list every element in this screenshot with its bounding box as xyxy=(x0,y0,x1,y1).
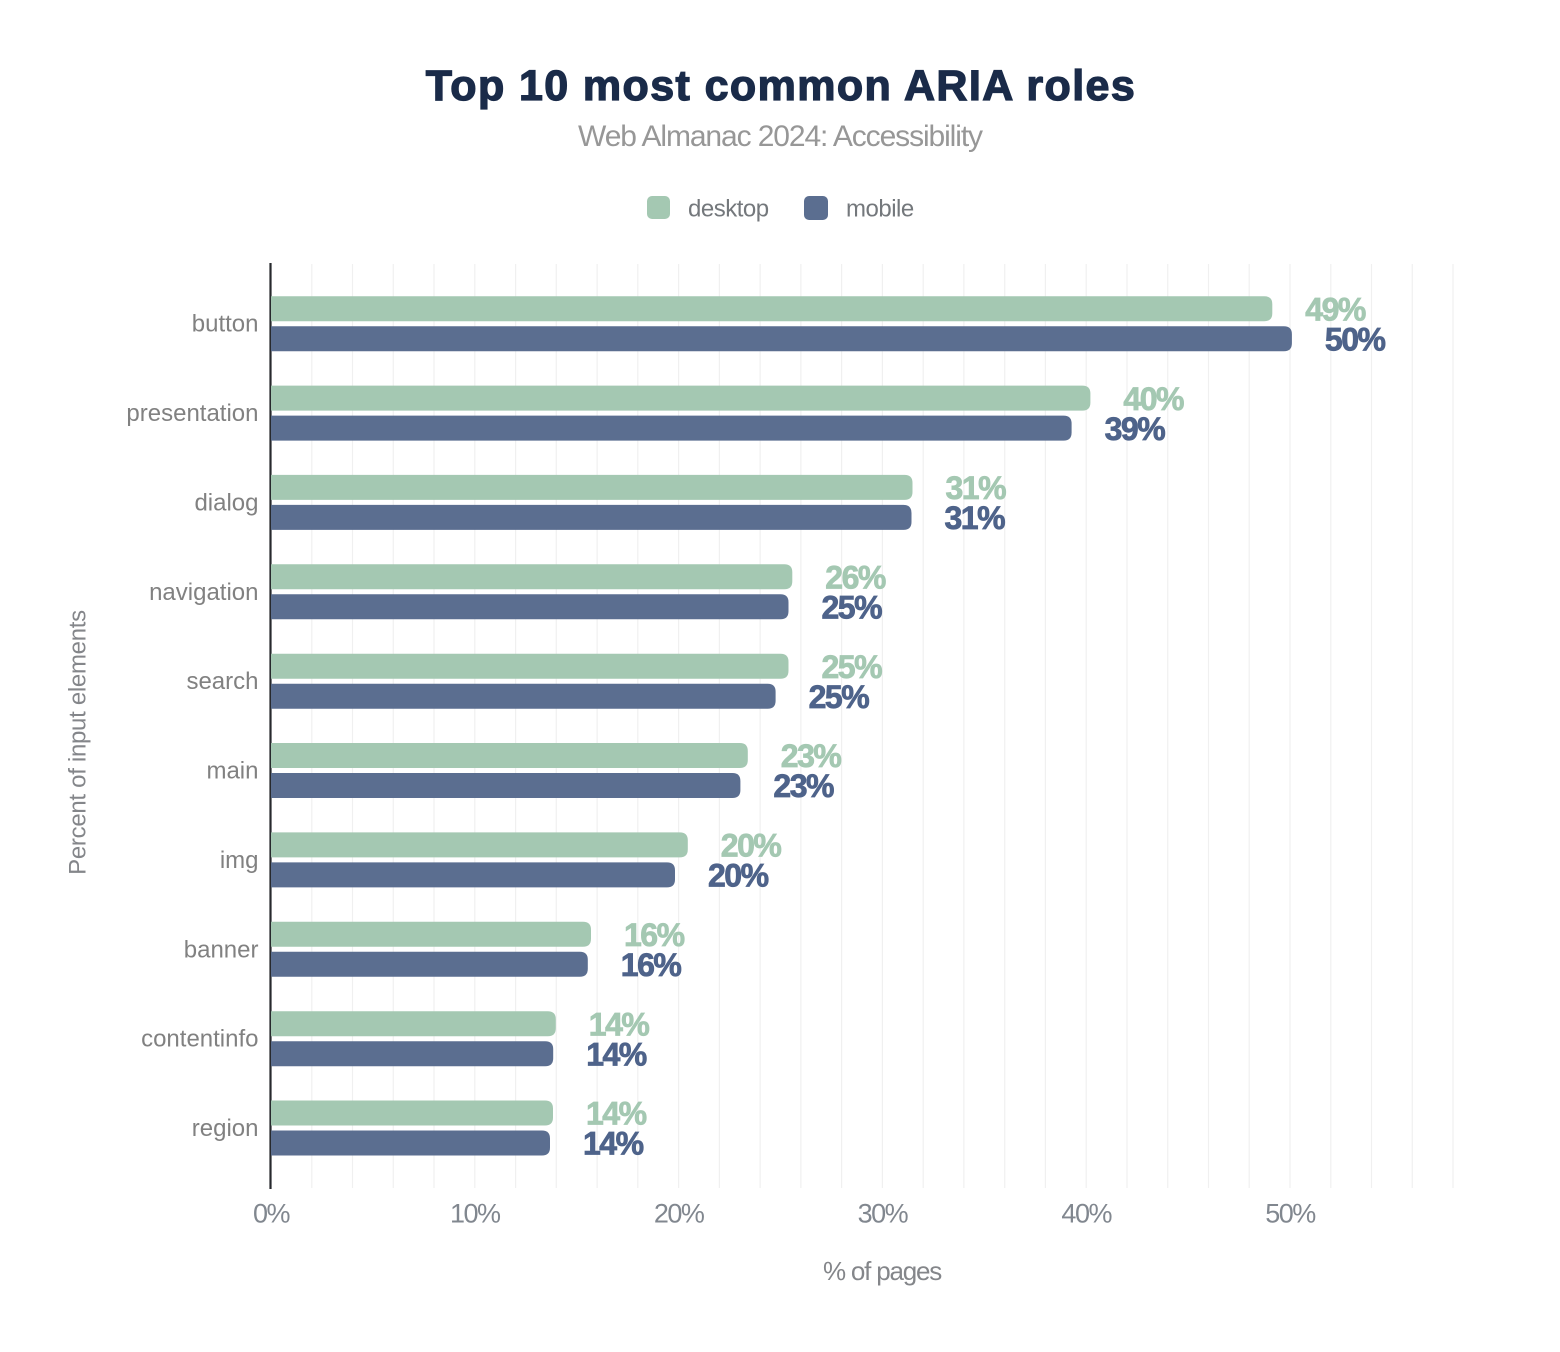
svg-text:% of pages: % of pages xyxy=(823,1256,942,1286)
svg-text:26%: 26% xyxy=(825,560,886,596)
svg-text:img: img xyxy=(220,847,259,874)
svg-text:14%: 14% xyxy=(589,1006,650,1042)
svg-text:Web Almanac 2024: Accessibilit: Web Almanac 2024: Accessibility xyxy=(578,120,983,153)
svg-text:search: search xyxy=(186,668,258,695)
svg-text:40%: 40% xyxy=(1061,1199,1112,1229)
svg-text:20%: 20% xyxy=(708,858,769,894)
svg-text:40%: 40% xyxy=(1123,381,1184,417)
svg-text:button: button xyxy=(192,311,259,338)
svg-text:16%: 16% xyxy=(624,917,685,953)
svg-text:presentation: presentation xyxy=(126,400,258,427)
svg-text:25%: 25% xyxy=(822,649,883,685)
svg-text:14%: 14% xyxy=(586,1036,647,1072)
svg-text:25%: 25% xyxy=(822,590,883,626)
svg-text:region: region xyxy=(192,1115,259,1142)
svg-text:20%: 20% xyxy=(654,1199,705,1229)
svg-text:30%: 30% xyxy=(858,1199,909,1229)
svg-text:50%: 50% xyxy=(1325,321,1386,357)
svg-text:desktop: desktop xyxy=(688,196,769,223)
svg-text:main: main xyxy=(206,758,258,785)
svg-text:contentinfo: contentinfo xyxy=(141,1026,258,1053)
svg-text:0%: 0% xyxy=(253,1199,291,1229)
svg-text:39%: 39% xyxy=(1105,411,1166,447)
svg-text:23%: 23% xyxy=(781,738,842,774)
svg-text:31%: 31% xyxy=(946,470,1007,506)
svg-text:mobile: mobile xyxy=(846,196,914,223)
svg-text:banner: banner xyxy=(184,936,259,963)
svg-text:16%: 16% xyxy=(621,947,682,983)
svg-text:dialog: dialog xyxy=(194,489,258,516)
svg-text:Percent of input elements: Percent of input elements xyxy=(65,610,92,875)
svg-text:14%: 14% xyxy=(586,1096,647,1132)
svg-text:23%: 23% xyxy=(773,768,834,804)
svg-text:31%: 31% xyxy=(945,500,1006,536)
svg-text:14%: 14% xyxy=(583,1126,644,1162)
svg-text:49%: 49% xyxy=(1305,291,1366,327)
svg-text:Top 10 most common ARIA roles: Top 10 most common ARIA roles xyxy=(426,62,1136,110)
svg-text:25%: 25% xyxy=(809,679,870,715)
svg-text:20%: 20% xyxy=(721,828,782,864)
svg-text:navigation: navigation xyxy=(149,579,258,606)
svg-text:50%: 50% xyxy=(1265,1199,1316,1229)
svg-text:10%: 10% xyxy=(450,1199,501,1229)
